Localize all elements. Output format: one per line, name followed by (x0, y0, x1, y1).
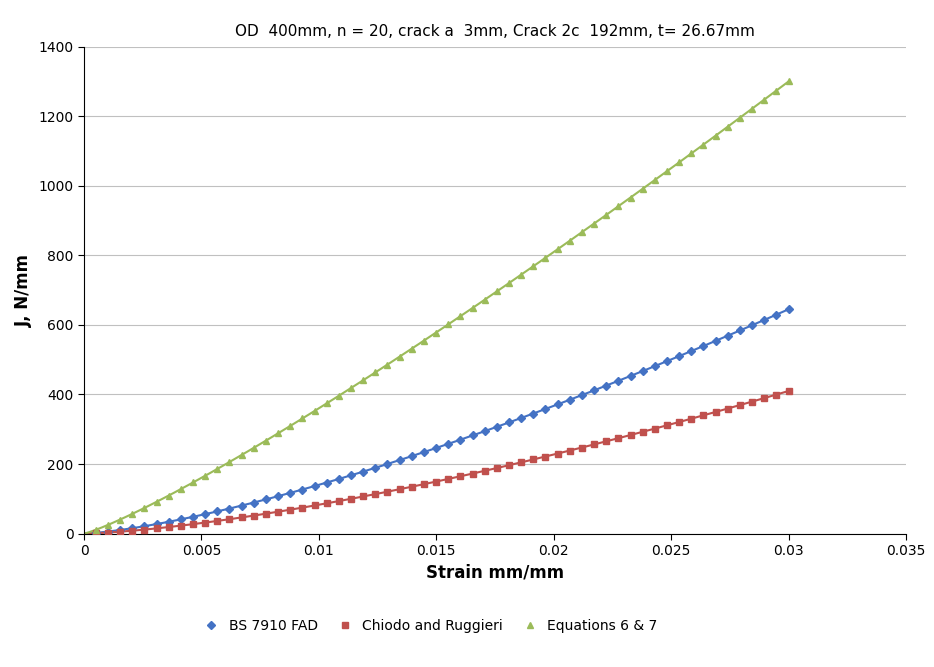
BS 7910 FAD (783, 305, 794, 313)
Chiodo and Ruggieri (261, 510, 272, 518)
Title: OD  400mm, n = 20, crack a  3mm, Crack 2c  192mm, t= 26.67mm: OD 400mm, n = 20, crack a 3mm, Crack 2c … (235, 23, 755, 39)
Equations 6 & 7 (758, 95, 770, 103)
Equations 6 & 7 (673, 158, 685, 166)
BS 7910 FAD (248, 498, 260, 506)
X-axis label: Strain mm/mm: Strain mm/mm (426, 564, 564, 582)
Y-axis label: J, N/mm: J, N/mm (15, 253, 33, 327)
Equations 6 & 7 (783, 77, 794, 85)
Chiodo and Ruggieri (248, 512, 260, 520)
Equations 6 & 7 (261, 437, 272, 445)
Chiodo and Ruggieri (673, 418, 685, 426)
Line: BS 7910 FAD: BS 7910 FAD (93, 307, 791, 536)
BS 7910 FAD (601, 382, 612, 390)
Chiodo and Ruggieri (91, 529, 102, 537)
Chiodo and Ruggieri (552, 450, 563, 458)
Chiodo and Ruggieri (783, 387, 794, 395)
BS 7910 FAD (758, 316, 770, 324)
Line: Equations 6 & 7: Equations 6 & 7 (92, 78, 792, 534)
BS 7910 FAD (91, 529, 102, 537)
Equations 6 & 7 (248, 444, 260, 452)
Chiodo and Ruggieri (758, 394, 770, 402)
BS 7910 FAD (673, 352, 685, 360)
BS 7910 FAD (261, 496, 272, 504)
Equations 6 & 7 (601, 211, 612, 219)
Legend: BS 7910 FAD, Chiodo and Ruggieri, Equations 6 & 7: BS 7910 FAD, Chiodo and Ruggieri, Equati… (195, 614, 663, 639)
Equations 6 & 7 (552, 245, 563, 253)
Equations 6 & 7 (91, 526, 102, 534)
Chiodo and Ruggieri (601, 438, 612, 446)
BS 7910 FAD (552, 400, 563, 408)
Line: Chiodo and Ruggieri: Chiodo and Ruggieri (93, 388, 791, 536)
